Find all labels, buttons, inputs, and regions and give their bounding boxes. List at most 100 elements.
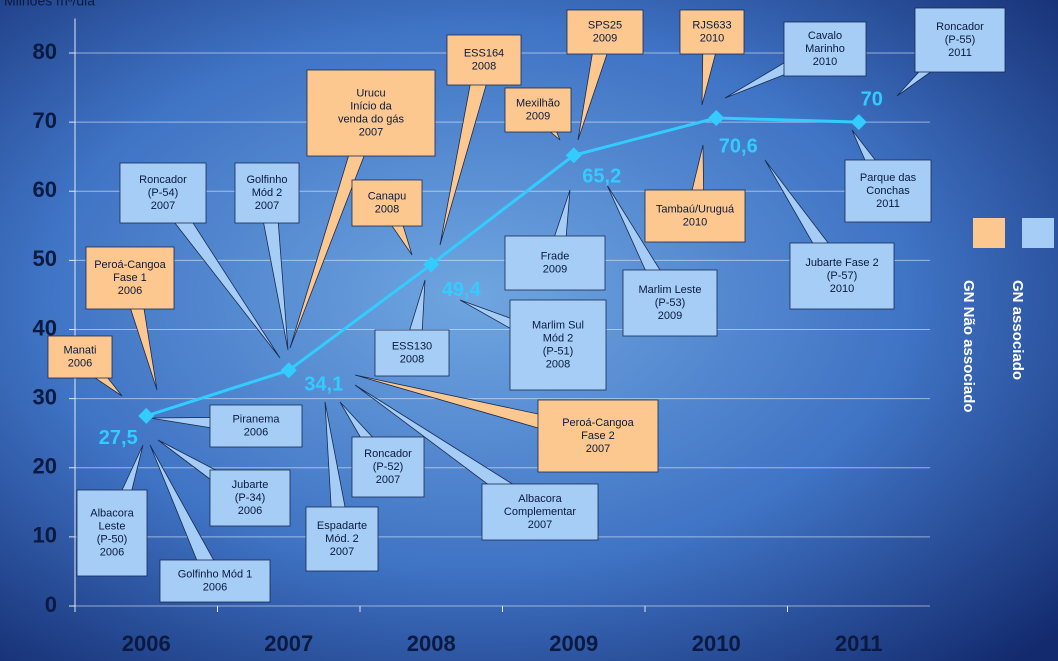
callout-box [351,436,425,498]
point-marker [850,114,867,131]
callout-box [504,235,606,291]
callout-text: SPS25 [588,19,622,31]
value-label: 70,6 [719,135,758,157]
callout-text: Manati [63,344,96,356]
callout: Roncador(P-54)2007 [119,162,281,359]
callout-text: Roncador [139,174,187,186]
callout-box [85,246,175,310]
callout-box [789,242,895,310]
callout-box [914,7,1006,73]
callout-text: RJS633 [692,19,731,31]
callout-text: Golfinho Mód 1 [178,568,253,580]
callout-text: Peroá-Cangoa [562,417,634,429]
x-tick-label: 2011 [835,631,883,656]
callout-text: Mód 2 [252,187,283,199]
callout: Marlim Leste(P-53)2009 [606,184,718,337]
callout-text: 2006 [118,285,142,297]
callout-box [509,299,607,391]
callout-text: Frade [541,250,570,262]
callout-box [374,329,450,377]
callout-text: Início da [350,100,392,112]
callout-box [504,87,572,133]
legend-label: GN Não associado [960,280,977,413]
callout-text: ESS164 [464,47,504,59]
callout-text: 2007 [376,474,400,486]
callout-box [481,483,599,541]
callout-text: 2008 [400,353,424,365]
callout-text: 2010 [813,56,837,68]
point-marker [138,407,155,424]
callout-text: Peroá-Cangoa [94,259,166,271]
callout-text: Marinho [805,43,845,55]
callout-box [234,162,300,224]
callout-box [537,399,659,473]
y-tick-label: 60 [33,177,57,202]
callout-text: (P-57) [827,270,858,282]
callout-text: Complementar [504,506,576,518]
callout-text: 2006 [203,581,227,593]
callout-text: Parque das [860,172,917,184]
callout-text: Marlim Sul [532,319,584,331]
callout-text: Albacora [518,493,562,505]
callout: Jubarte Fase 2(P-57)2010 [764,159,895,310]
y-axis-label: Milhões m³/dia [4,0,95,9]
callout-text: Conchas [866,185,910,197]
callout-text: 2007 [359,126,383,138]
callout: Roncador(P-55)2011 [896,7,1006,97]
callout-text: 2007 [255,200,279,212]
point-marker [280,362,297,379]
callout-text: (P-52) [373,461,404,473]
point-marker [708,109,725,126]
callout-text: Urucu [356,87,385,99]
callout-text: Mód. 2 [325,533,359,545]
callout-text: 2006 [100,546,124,558]
value-label: 70 [861,88,883,110]
x-tick-label: 2010 [692,631,741,656]
callout-text: Mód 2 [543,332,574,344]
callout-text: (P-53) [655,297,686,309]
x-tick-label: 2009 [549,631,598,656]
x-tick-label: 2008 [407,631,456,656]
callout-text: 2010 [683,216,707,228]
value-label: 49,4 [442,279,482,301]
y-tick-label: 80 [33,39,57,64]
callout-box [47,335,113,379]
value-label: 34,1 [304,374,343,396]
callout-text: ESS130 [392,340,432,352]
legend-label: GN associado [1009,280,1026,380]
callout-text: Canapu [368,190,407,202]
callout-box [76,489,148,577]
callout-box [306,69,436,157]
callout-box [446,34,522,86]
callout-text: venda do gás [338,113,405,125]
callout-text: 2009 [526,110,550,122]
callout-text: Jubarte [232,479,269,491]
callout-box [566,9,644,55]
callout-box [679,9,745,55]
point-marker [565,147,582,164]
y-tick-label: 20 [33,454,57,479]
callout-text: 2007 [151,200,175,212]
callout-text: Albacora [90,507,134,519]
callout-text: (P-34) [235,492,266,504]
legend-swatch [973,218,1005,248]
callout-text: (P-55) [945,34,976,46]
value-label: 65,2 [582,166,621,188]
callout-text: 2010 [700,32,724,44]
callout-text: 2008 [546,358,570,370]
callout-text: Leste [99,520,126,532]
callout-text: 2007 [586,443,610,455]
